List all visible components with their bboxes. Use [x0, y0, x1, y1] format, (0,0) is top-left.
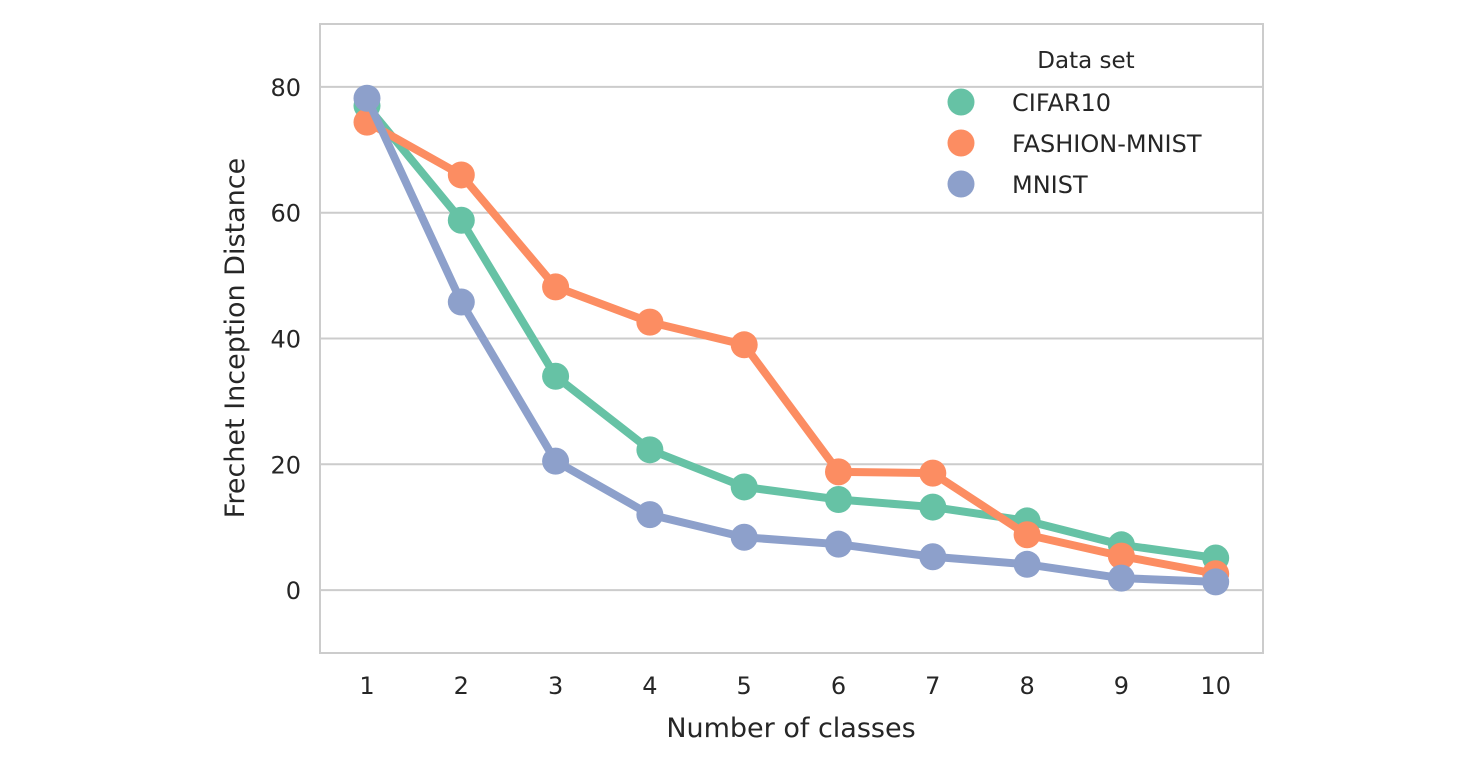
y-tick-label: 0 [286, 577, 301, 605]
series-line [363, 101, 1220, 563]
x-tick-label: 7 [925, 672, 940, 700]
x-tick-label: 2 [454, 672, 469, 700]
legend-marker [947, 170, 975, 198]
legend-marker [947, 129, 975, 157]
data-point [1013, 550, 1041, 578]
data-point [636, 308, 664, 336]
y-axis-title: Frechet Inception Distance [220, 158, 251, 518]
data-point [447, 161, 475, 189]
series-mnist [353, 84, 1230, 596]
data-point [542, 362, 570, 390]
data-point [919, 543, 947, 571]
data-series [353, 84, 1230, 596]
x-tick-label: 8 [1019, 672, 1034, 700]
x-axis-title: Number of classes [666, 713, 915, 744]
y-tick-labels: 0 20 40 60 80 [270, 74, 301, 605]
data-point [542, 273, 570, 301]
data-point [919, 493, 947, 521]
y-tick-label: 40 [270, 326, 301, 354]
legend-label: FASHION-MNIST [1012, 130, 1202, 158]
series-line [363, 118, 1220, 578]
x-tick-label: 10 [1200, 672, 1231, 700]
data-point [730, 523, 758, 551]
data-point [353, 84, 381, 112]
y-tick-label: 80 [270, 74, 301, 102]
x-tick-label: 6 [831, 672, 846, 700]
data-point [1202, 568, 1230, 596]
gridlines [320, 85, 1263, 592]
data-point [825, 458, 852, 486]
data-point [825, 486, 852, 514]
legend: Data set CIFAR10 FASHION-MNIST MNIST [947, 48, 1202, 199]
legend-label: MNIST [1012, 171, 1088, 199]
data-point [825, 530, 852, 558]
data-point [1107, 564, 1135, 592]
x-tick-labels: 1 2 3 4 5 6 7 8 9 10 [359, 672, 1231, 700]
x-tick-label: 3 [548, 672, 563, 700]
series-line [363, 94, 1220, 586]
legend-items: CIFAR10 FASHION-MNIST MNIST [947, 88, 1202, 199]
x-tick-label: 4 [642, 672, 657, 700]
x-tick-label: 1 [359, 672, 374, 700]
legend-title: Data set [1037, 48, 1134, 74]
legend-label: CIFAR10 [1012, 89, 1111, 117]
data-point [1107, 542, 1135, 570]
data-point [636, 501, 664, 529]
x-tick-label: 5 [737, 672, 752, 700]
data-point [542, 447, 570, 475]
data-point [730, 473, 758, 501]
y-tick-label: 60 [270, 200, 301, 228]
data-point [1013, 521, 1041, 549]
data-point [636, 436, 664, 464]
data-point [447, 288, 475, 316]
data-point [919, 459, 947, 487]
x-tick-label: 9 [1114, 672, 1129, 700]
data-point [447, 206, 475, 234]
plot-frame [319, 23, 1264, 654]
data-point [730, 331, 758, 359]
y-tick-label: 20 [270, 451, 301, 479]
legend-marker [947, 88, 975, 116]
series-cifar10 [353, 92, 1230, 572]
